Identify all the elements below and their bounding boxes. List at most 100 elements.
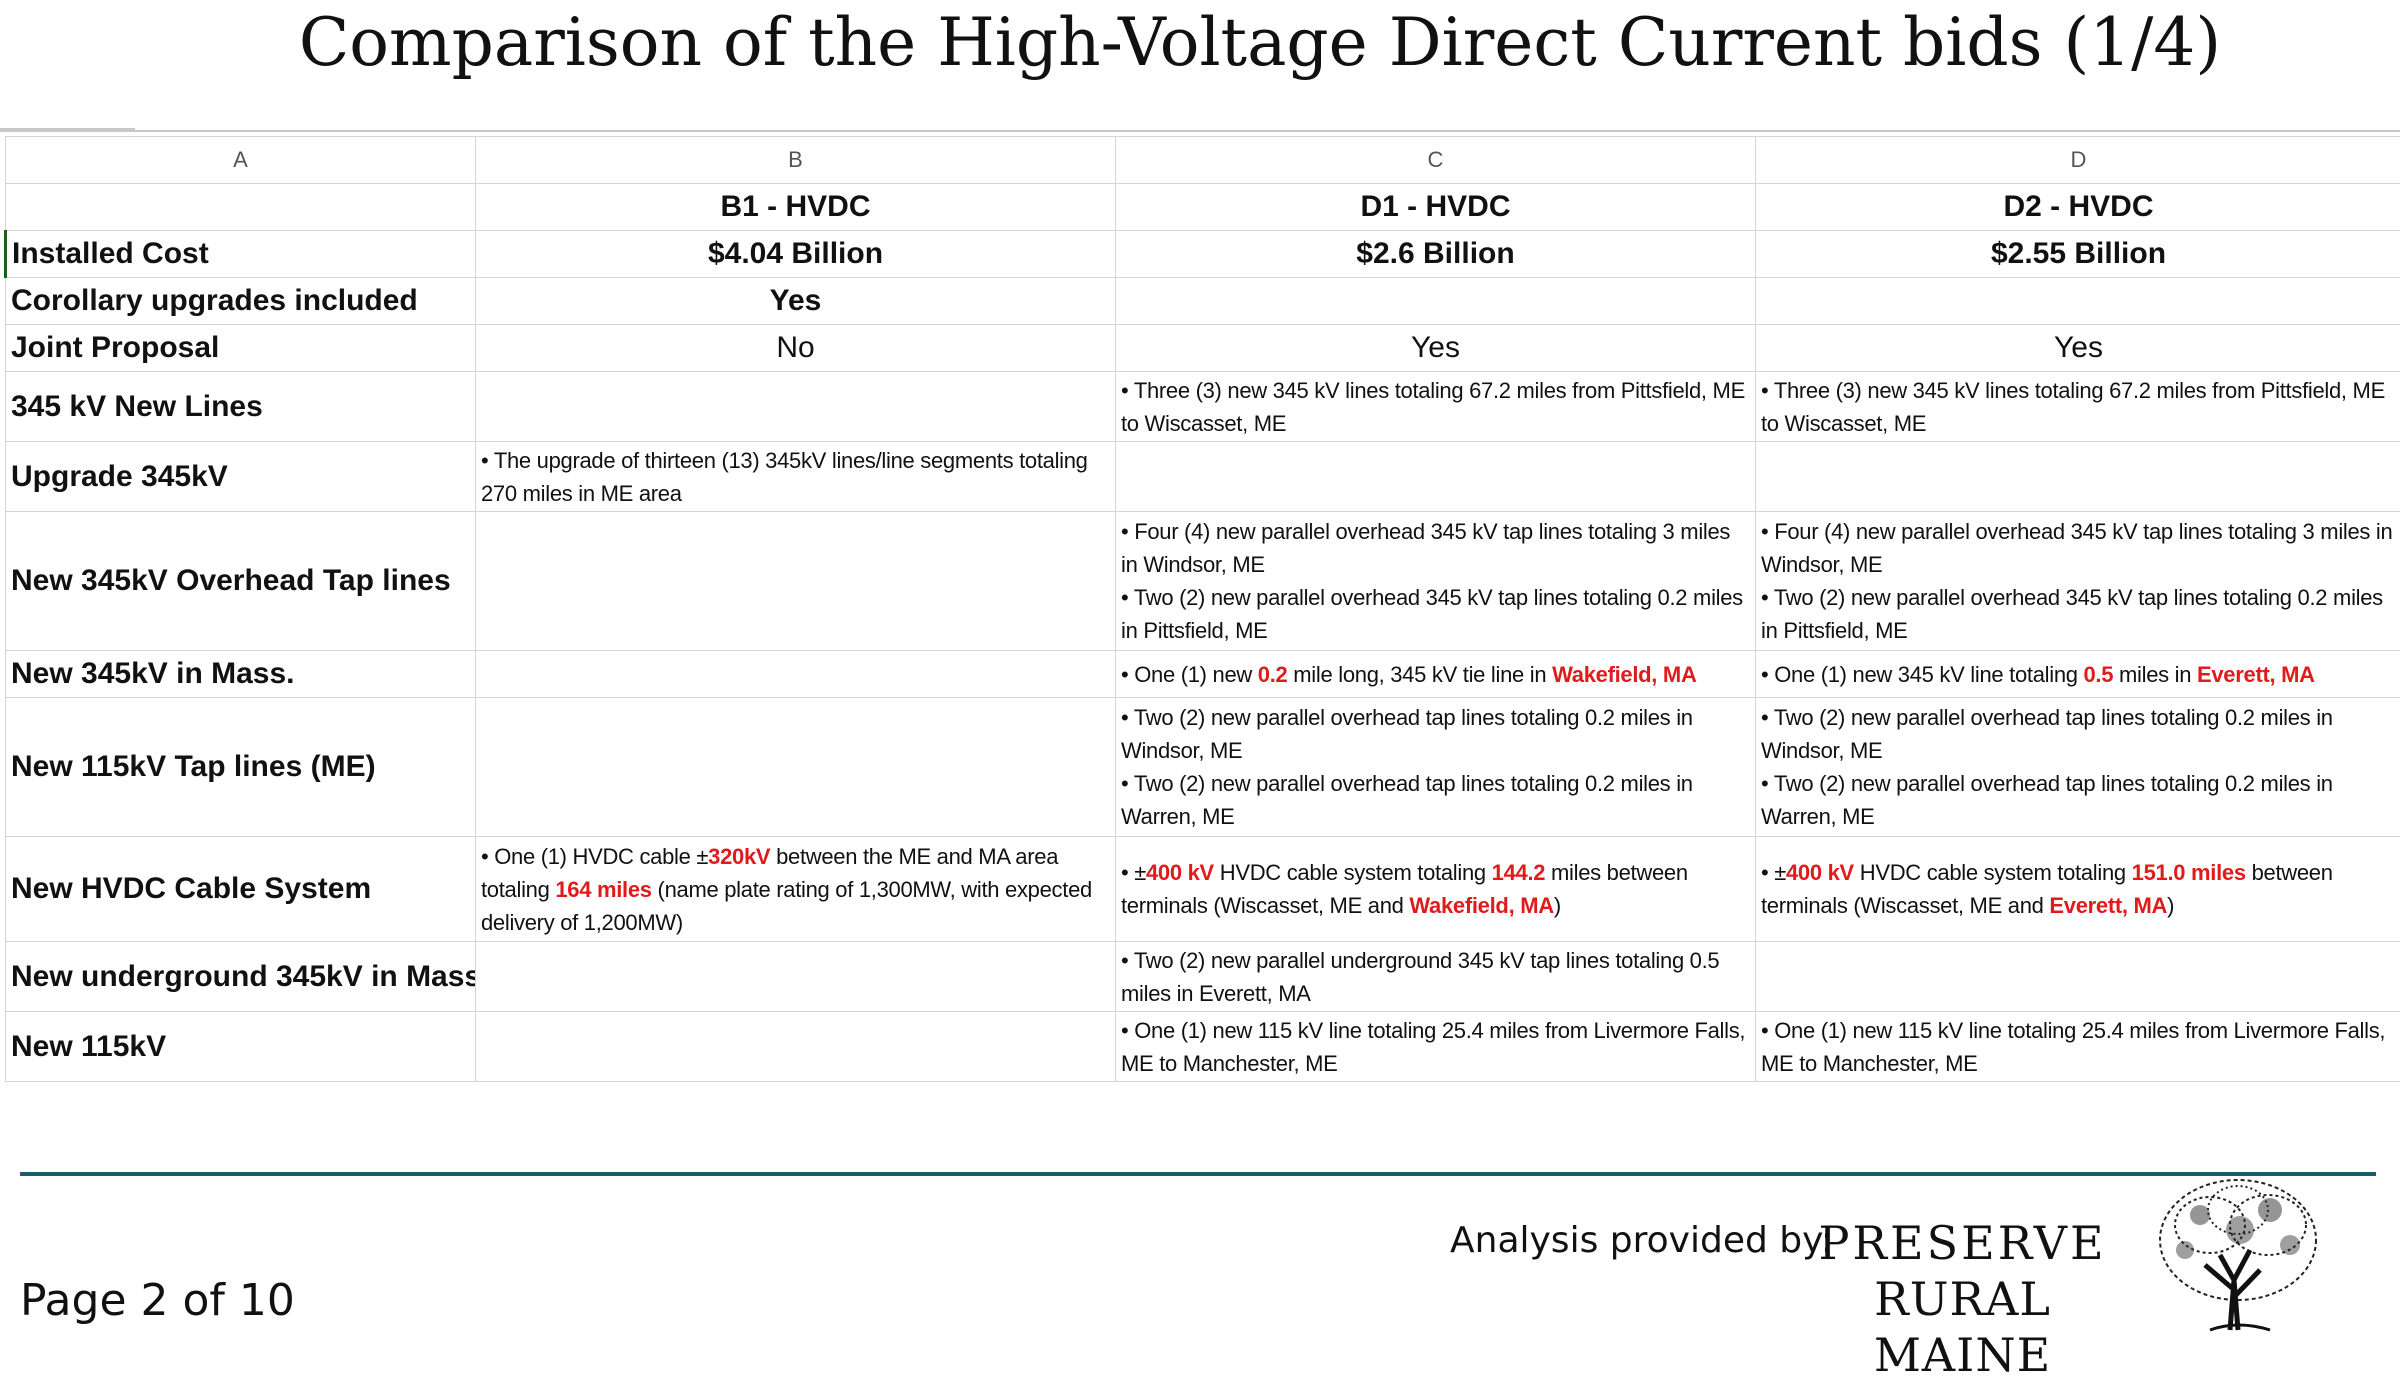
cell-b1-new115[interactable] [476, 1012, 1116, 1082]
bullet-item: • Four (4) new parallel overhead 345 kV … [1121, 515, 1750, 581]
table-row: New 115kV • One (1) new 115 kV line tota… [6, 1012, 2400, 1082]
cell-d2-new115[interactable]: • One (1) new 115 kV line totaling 25.4 … [1756, 1012, 2400, 1082]
text: • ± [1121, 860, 1146, 885]
cell-b1-new-lines[interactable] [476, 372, 1116, 442]
title-area: Comparison of the High-Voltage Direct Cu… [0, 0, 2400, 90]
comparison-table: A B C D B1 - HVDC D1 - HVDC D2 - HVDC In… [4, 136, 2400, 1082]
table-row: New 115kV Tap lines (ME) • Two (2) new p… [6, 698, 2400, 837]
row-label-new115[interactable]: New 115kV [6, 1012, 476, 1082]
cell-b1-mass[interactable] [476, 651, 1116, 698]
highlight-text: Wakefield, MA [1409, 893, 1553, 918]
cell-d1-underground[interactable]: • Two (2) new parallel underground 345 k… [1116, 942, 1756, 1012]
cell-d1-overhead-tap[interactable]: • Four (4) new parallel overhead 345 kV … [1116, 512, 1756, 651]
cell-d1-tap115[interactable]: • Two (2) new parallel overhead tap line… [1116, 698, 1756, 837]
highlight-text: Everett, MA [2049, 893, 2167, 918]
cell-d1-new-lines[interactable]: • Three (3) new 345 kV lines totaling 67… [1116, 372, 1756, 442]
cell-d2-mass[interactable]: • One (1) new 345 kV line totaling 0.5 m… [1756, 651, 2400, 698]
cell-d2-underground[interactable] [1756, 942, 2400, 1012]
cell-b1-tap115[interactable] [476, 698, 1116, 837]
highlight-text: 0.5 [2084, 662, 2114, 687]
row-label-tap115[interactable]: New 115kV Tap lines (ME) [6, 698, 476, 837]
table-row: New 345kV in Mass. • One (1) new 0.2 mil… [6, 651, 2400, 698]
column-header-d[interactable]: D [1756, 137, 2400, 184]
cell-d2-corollary[interactable] [1756, 278, 2400, 325]
column-header-c[interactable]: C [1116, 137, 1756, 184]
column-header-b[interactable]: B [476, 137, 1116, 184]
table-row: Corollary upgrades included Yes [6, 278, 2400, 325]
column-header-row: A B C D [6, 137, 2400, 184]
table-row: New underground 345kV in Mass. • Two (2)… [6, 942, 2400, 1012]
highlight-text: 151.0 miles [2132, 860, 2246, 885]
cell-d2-installed-cost[interactable]: $2.55 Billion [1756, 231, 2400, 278]
table-row: New 345kV Overhead Tap lines • Four (4) … [6, 512, 2400, 651]
cell-d1-hvdc[interactable]: • ±400 kV HVDC cable system totaling 144… [1116, 837, 1756, 942]
cell-d1-new115[interactable]: • One (1) new 115 kV line totaling 25.4 … [1116, 1012, 1756, 1082]
cell-d1-upgrade[interactable] [1116, 442, 1756, 512]
preserve-rural-maine-logo: PRESERVE RURAL MAINE [1795, 1215, 2130, 1383]
bid-b1-header[interactable]: B1 - HVDC [476, 184, 1116, 231]
tree-icon [2150, 1170, 2325, 1340]
cell-b1-overhead-tap[interactable] [476, 512, 1116, 651]
cell-d2-new-lines[interactable]: • Three (3) new 345 kV lines totaling 67… [1756, 372, 2400, 442]
text: HVDC cable system totaling [1854, 860, 2132, 885]
table-row: Installed Cost $4.04 Billion $2.6 Billio… [6, 231, 2400, 278]
highlight-text: 144.2 [1492, 860, 1546, 885]
bullet-item: • Two (2) new parallel overhead tap line… [1121, 701, 1750, 767]
bullet-item: • Two (2) new parallel overhead 345 kV t… [1121, 581, 1750, 647]
cell-b1-hvdc[interactable]: • One (1) HVDC cable ±320kV between the … [476, 837, 1116, 942]
highlight-text: Everett, MA [2197, 662, 2315, 687]
highlight-text: 320kV [708, 844, 770, 869]
table-row: New HVDC Cable System • One (1) HVDC cab… [6, 837, 2400, 942]
cell-d1-mass[interactable]: • One (1) new 0.2 mile long, 345 kV tie … [1116, 651, 1756, 698]
table-row: Joint Proposal No Yes Yes [6, 325, 2400, 372]
row-label-underground[interactable]: New underground 345kV in Mass. [6, 942, 476, 1012]
logo-line-2: RURAL MAINE [1795, 1271, 2130, 1383]
cell-d1-corollary[interactable] [1116, 278, 1756, 325]
table-row: Upgrade 345kV • The upgrade of thirteen … [6, 442, 2400, 512]
cell-d2-tap115[interactable]: • Two (2) new parallel overhead tap line… [1756, 698, 2400, 837]
cell-d2-joint[interactable]: Yes [1756, 325, 2400, 372]
row-label-upgrade[interactable]: Upgrade 345kV [6, 442, 476, 512]
cell-d1-installed-cost[interactable]: $2.6 Billion [1116, 231, 1756, 278]
highlight-text: 400 kV [1146, 860, 1214, 885]
cell-b1-corollary[interactable]: Yes [476, 278, 1116, 325]
cell-b1-joint[interactable]: No [476, 325, 1116, 372]
row-label-corollary[interactable]: Corollary upgrades included [6, 278, 476, 325]
text: • ± [1761, 860, 1786, 885]
cell-d2-upgrade[interactable] [1756, 442, 2400, 512]
row-label-hvdc[interactable]: New HVDC Cable System [6, 837, 476, 942]
bullet-item: • Two (2) new parallel overhead 345 kV t… [1761, 581, 2396, 647]
cell-b1-underground[interactable] [476, 942, 1116, 1012]
text: HVDC cable system totaling [1214, 860, 1492, 885]
cell-d2-overhead-tap[interactable]: • Four (4) new parallel overhead 345 kV … [1756, 512, 2400, 651]
footer-rule [20, 1172, 2376, 1176]
divider-accent [0, 128, 135, 130]
highlight-text: 0.2 [1258, 662, 1288, 687]
page-title: Comparison of the High-Voltage Direct Cu… [0, 0, 2400, 90]
text: miles in [2113, 662, 2197, 687]
divider [0, 130, 2400, 132]
cell-b1-upgrade[interactable]: • The upgrade of thirteen (13) 345kV lin… [476, 442, 1116, 512]
table-row: 345 kV New Lines • Three (3) new 345 kV … [6, 372, 2400, 442]
bullet-item: • Two (2) new parallel overhead tap line… [1761, 701, 2396, 767]
column-header-a[interactable]: A [6, 137, 476, 184]
bid-d1-header[interactable]: D1 - HVDC [1116, 184, 1756, 231]
cell-d2-hvdc[interactable]: • ±400 kV HVDC cable system totaling 151… [1756, 837, 2400, 942]
bid-d2-header[interactable]: D2 - HVDC [1756, 184, 2400, 231]
text: • One (1) new [1121, 662, 1258, 687]
row-label-joint[interactable]: Joint Proposal [6, 325, 476, 372]
text: • One (1) new 345 kV line totaling [1761, 662, 2084, 687]
text: • One (1) HVDC cable ± [481, 844, 708, 869]
highlight-text: 400 kV [1786, 860, 1854, 885]
row-label-mass[interactable]: New 345kV in Mass. [6, 651, 476, 698]
bullet-item: • Two (2) new parallel overhead tap line… [1761, 767, 2396, 833]
cell-b1-installed-cost[interactable]: $4.04 Billion [476, 231, 1116, 278]
row-label-overhead-tap[interactable]: New 345kV Overhead Tap lines [6, 512, 476, 651]
bullet-item: • Four (4) new parallel overhead 345 kV … [1761, 515, 2396, 581]
row-label-new-lines[interactable]: 345 kV New Lines [6, 372, 476, 442]
cell-d1-joint[interactable]: Yes [1116, 325, 1756, 372]
text: mile long, 345 kV tie line in [1287, 662, 1552, 687]
empty-cell[interactable] [6, 184, 476, 231]
row-label-installed-cost[interactable]: Installed Cost [6, 231, 476, 278]
page-number: Page 2 of 10 [20, 1275, 295, 1326]
